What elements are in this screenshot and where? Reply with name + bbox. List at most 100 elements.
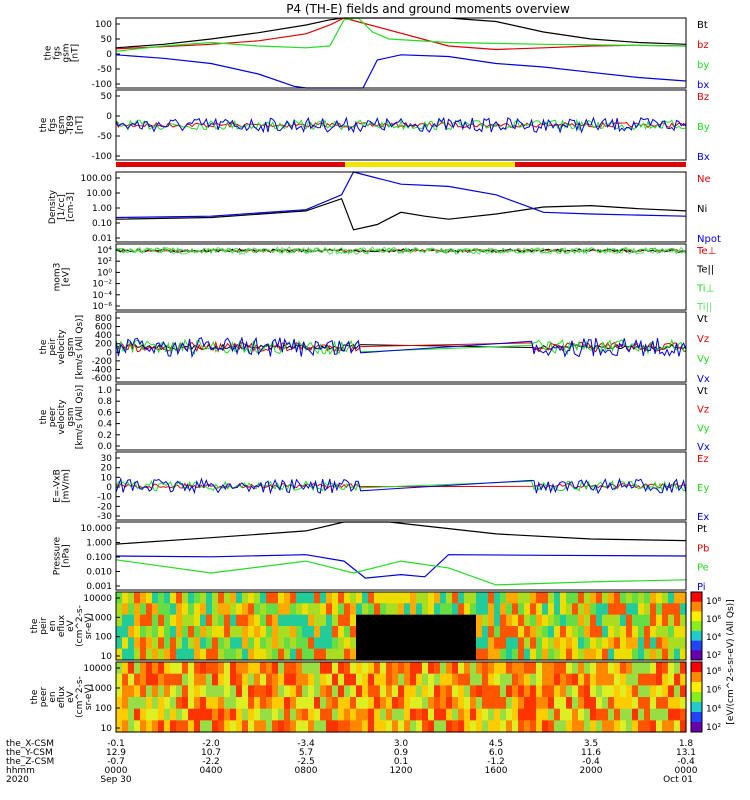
spectrogram-cell	[464, 673, 471, 686]
x-row-value: 0.9	[394, 748, 409, 758]
series-line-bx	[115, 54, 687, 89]
spectrogram-cell	[128, 708, 135, 721]
spectrogram-cell	[236, 685, 243, 698]
trace-Ex	[115, 476, 687, 495]
spectrogram-cell	[164, 637, 171, 650]
spectrogram-cell	[260, 720, 267, 733]
spectrogram-cell	[284, 648, 291, 661]
spectrogram-cell	[350, 614, 357, 627]
legend-entry-By: By	[697, 122, 710, 133]
x-row-value: -2.0	[202, 739, 220, 749]
spectrogram-cell	[242, 626, 249, 638]
spectrogram-cell	[290, 708, 297, 721]
spectrogram-cell	[428, 626, 435, 638]
spectrogram-cell	[332, 648, 339, 661]
spectrogram-cell	[344, 673, 351, 686]
spectrogram-cell	[572, 592, 579, 604]
spectrogram-cell	[188, 673, 195, 686]
spectrogram-cell	[338, 626, 345, 638]
spectrogram-cell	[416, 697, 423, 710]
spectrogram-cell	[542, 720, 549, 733]
spectrogram-cell	[224, 614, 231, 627]
spectrogram-cell	[362, 685, 369, 698]
spectrogram-cell	[380, 603, 387, 616]
spectrogram-cell	[506, 626, 513, 638]
spectrogram-cell	[554, 697, 561, 710]
spectrogram-cell	[584, 685, 591, 698]
spectrogram-cell	[452, 637, 459, 650]
spectrogram-cell	[164, 614, 171, 627]
spectrogram-cell	[380, 673, 387, 686]
spectrogram-cell	[434, 626, 441, 638]
spectrogram-cell	[620, 673, 627, 686]
spectrogram-cell	[200, 648, 207, 661]
legend-entry-Pe: Pe	[697, 563, 709, 574]
colorbar-swatch	[691, 672, 702, 683]
spectrogram-cell	[578, 626, 585, 638]
spectrogram-cell	[194, 673, 201, 686]
spectrogram-cell	[158, 603, 165, 616]
spectrogram-cell	[410, 592, 417, 604]
spectrogram-cell	[284, 626, 291, 638]
spectrogram-cell	[578, 648, 585, 661]
spectrogram-cell	[296, 614, 303, 627]
spectrogram-cell	[350, 626, 357, 638]
y-tick-label: 10⁻²	[92, 280, 112, 290]
spectrogram-cell	[302, 648, 309, 661]
spectrogram-cell	[680, 685, 687, 698]
spectrogram-cell	[200, 626, 207, 638]
spectrogram-cell	[590, 637, 597, 650]
spectrogram-cell	[536, 662, 543, 675]
spectrogram-cell	[476, 685, 483, 698]
spectrogram-cell	[578, 592, 585, 604]
spectrogram-cell	[404, 603, 411, 616]
legend-entry-Pi: Pi	[697, 582, 706, 593]
spectrogram-cell	[584, 592, 591, 604]
spectrogram-cell	[674, 720, 681, 733]
legend-entry-Vz: Vz	[697, 334, 709, 345]
spectrogram-cell	[626, 673, 633, 686]
spectrogram-cell	[452, 592, 459, 604]
spectrogram-cell	[128, 648, 135, 661]
spectrogram-cell	[530, 648, 537, 661]
mode-bar-segment	[515, 162, 686, 167]
spectrogram-cell	[230, 720, 237, 733]
spectrogram-cell	[284, 637, 291, 650]
spectrogram-cell	[428, 697, 435, 710]
spectrogram-cell	[290, 637, 297, 650]
spectrogram-cell	[362, 648, 369, 661]
spectrogram-cell	[494, 720, 501, 733]
x-row-value: 0000	[675, 766, 698, 776]
panel-frame	[115, 591, 687, 661]
spectrogram-cell	[476, 626, 483, 638]
spectrogram-cell	[386, 648, 393, 661]
series-line-Pe	[115, 559, 687, 586]
y-axis-label: mom3	[53, 263, 63, 292]
spectrogram-cell	[236, 662, 243, 675]
spectrogram-cell	[176, 614, 183, 627]
spectrogram-cell	[182, 708, 189, 721]
x-row-value: 0.1	[394, 757, 408, 767]
spectrogram-cell	[344, 637, 351, 650]
spectrogram-cell	[626, 662, 633, 675]
spectrogram-cell	[356, 697, 363, 710]
spectrogram-cell	[374, 662, 381, 675]
spectrogram-cell	[680, 720, 687, 733]
spectrogram-cell	[482, 648, 489, 661]
spectrogram-cell	[518, 662, 525, 675]
y-axis-label: eflux	[57, 614, 67, 637]
spectrogram-cell	[278, 614, 285, 627]
spectrogram-cell	[236, 648, 243, 661]
spectrogram-cell	[314, 637, 321, 650]
spectrogram-cell	[650, 614, 657, 627]
spectrogram-cell	[290, 603, 297, 616]
spectrogram-cell	[620, 648, 627, 661]
spectrogram-cell	[638, 648, 645, 661]
spectrogram-cell	[500, 685, 507, 698]
spectrogram-cell	[152, 637, 159, 650]
spectrogram-cell	[452, 673, 459, 686]
spectrogram-cell	[476, 592, 483, 604]
spectrogram-cell	[602, 637, 609, 650]
spectrogram-cell	[332, 673, 339, 686]
spectrogram-cell	[662, 592, 669, 604]
